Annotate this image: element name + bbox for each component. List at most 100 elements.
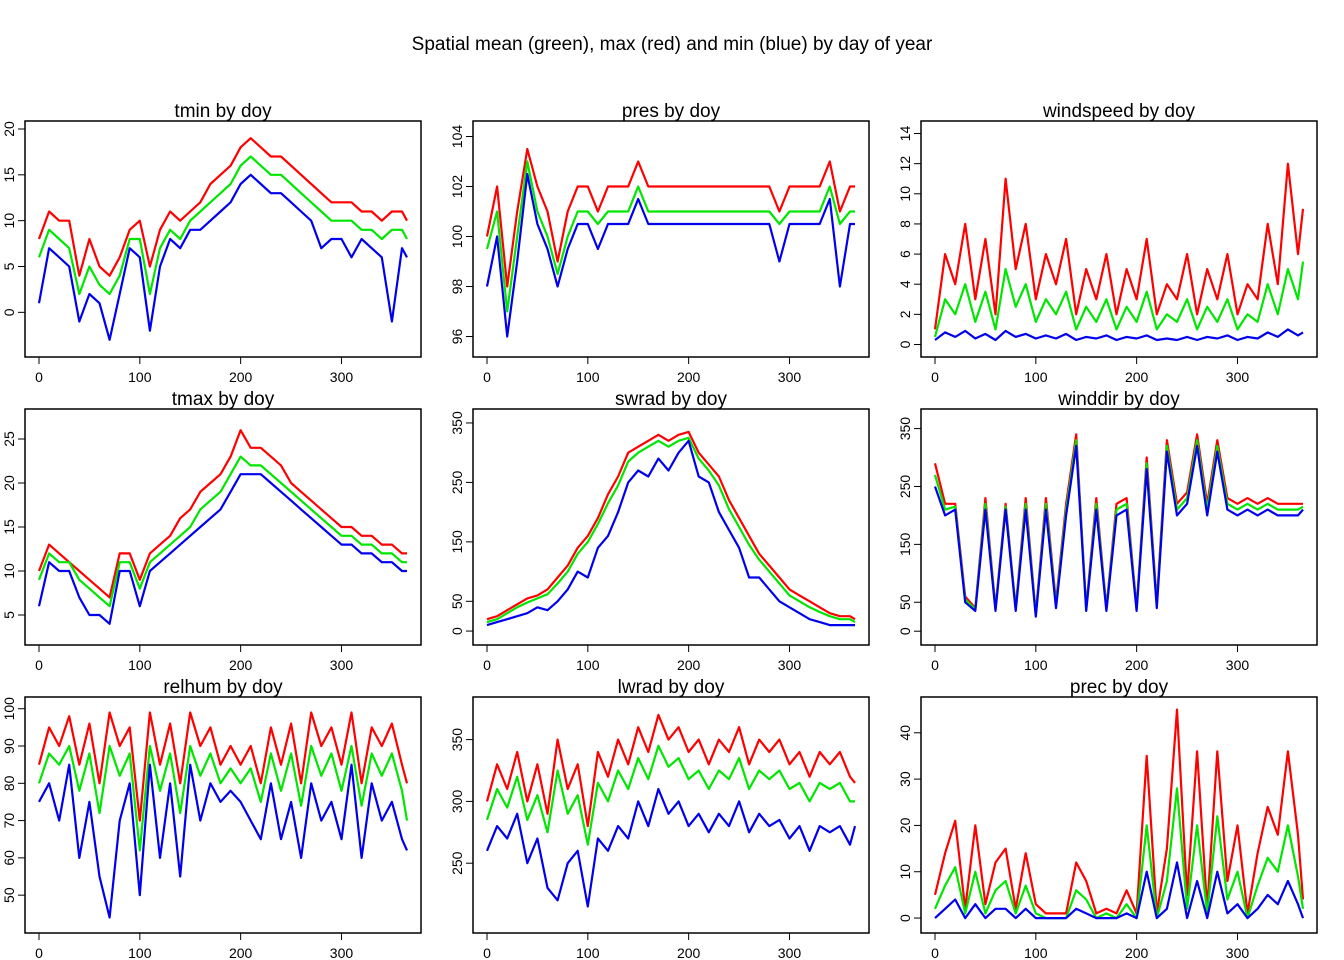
series-line-mean (485, 160, 855, 313)
plot-frame (920, 696, 1318, 934)
y-tick-label: 102 (449, 175, 465, 199)
y-tick-label: 40 (897, 725, 913, 741)
series-line-max (37, 711, 409, 822)
y-tick-label: 250 (897, 475, 913, 499)
y-tick-label: 60 (1, 850, 17, 866)
series-line-min (933, 444, 1304, 618)
y-tick-label: 100 (449, 225, 465, 249)
series-line-min (485, 172, 855, 338)
panel-title: winddir by doy (1057, 389, 1180, 410)
y-tick-label: 350 (449, 411, 465, 435)
panel-6: relhum by doy 0 100 200 300 50 60 70 80 90 100 (1, 677, 422, 960)
x-tick-label: 200 (229, 369, 253, 385)
y-tick-label: 25 (1, 431, 17, 447)
x-tick-label: 300 (1226, 657, 1250, 673)
panel-4: swrad by doy 0 100 200 300 0 50 150 250 350 (449, 389, 870, 673)
y-tick-label: 6 (897, 250, 913, 258)
series-line-min (37, 473, 407, 625)
plot-frame (920, 408, 1318, 646)
panel-title: windspeed by doy (1042, 101, 1196, 122)
panel-8: prec by doy 0 100 200 300 0 10 20 30 40 (897, 677, 1318, 960)
series-line-max (37, 137, 408, 277)
x-tick-label: 0 (35, 369, 43, 385)
y-tick-label: 0 (897, 340, 913, 348)
series-line-max (933, 433, 1303, 615)
panel-title: swrad by doy (615, 389, 727, 410)
x-tick-label: 300 (330, 945, 354, 960)
y-tick-label: 150 (897, 532, 913, 556)
x-tick-label: 100 (128, 657, 152, 673)
y-tick-label: 5 (1, 611, 17, 619)
series-line-mean (37, 155, 408, 296)
x-tick-label: 200 (677, 945, 701, 960)
panel-title: prec by doy (1070, 677, 1169, 698)
y-tick-label: 0 (897, 914, 913, 922)
series-line-max (933, 162, 1305, 330)
y-tick-label: 350 (449, 728, 465, 752)
y-tick-label: 0 (449, 627, 465, 635)
series-line-mean (37, 455, 407, 608)
y-tick-label: 30 (897, 771, 913, 787)
series-line-max (933, 708, 1305, 915)
series-line-max (485, 147, 855, 288)
y-tick-label: 100 (1, 697, 17, 721)
y-tick-label: 70 (1, 813, 17, 829)
x-tick-label: 100 (576, 945, 600, 960)
y-tick-label: 150 (449, 530, 465, 554)
y-tick-label: 0 (897, 627, 913, 635)
x-tick-label: 200 (677, 657, 701, 673)
x-tick-label: 100 (128, 369, 152, 385)
y-tick-label: 4 (897, 280, 913, 288)
y-tick-label: 96 (449, 329, 465, 345)
y-tick-label: 10 (1, 213, 17, 229)
series-line-max (486, 430, 856, 621)
x-tick-label: 100 (1024, 945, 1048, 960)
series-line-min (486, 439, 855, 627)
y-tick-label: 15 (1, 167, 17, 183)
y-tick-label: 5 (1, 262, 17, 270)
y-tick-label: 15 (1, 519, 17, 535)
series-line-max (37, 429, 407, 599)
x-tick-label: 300 (1226, 369, 1250, 385)
x-tick-label: 0 (483, 657, 491, 673)
panel-2: windspeed by doy 0 100 200 300 0 2 4 6 8 10 12 14 (897, 101, 1318, 385)
y-tick-label: 8 (897, 220, 913, 228)
panel-title: relhum by doy (163, 677, 283, 698)
y-tick-label: 350 (897, 417, 913, 441)
y-tick-label: 14 (897, 126, 913, 142)
y-tick-label: 10 (1, 563, 17, 579)
panel-3: tmax by doy 0 100 200 300 5 10 15 20 25 (1, 389, 422, 673)
panel-1: pres by doy 0 100 200 300 96 98 100 102 104 (449, 101, 870, 385)
y-tick-label: 20 (1, 475, 17, 491)
x-tick-label: 0 (35, 945, 43, 960)
series-line-min (485, 787, 857, 908)
x-tick-label: 100 (128, 945, 152, 960)
x-tick-label: 0 (931, 657, 939, 673)
series-line-min (934, 861, 1305, 920)
y-tick-label: 80 (1, 775, 17, 791)
plot-frame (24, 696, 422, 934)
x-tick-label: 200 (1125, 945, 1149, 960)
plot-frame (472, 120, 870, 358)
series-line-mean (933, 439, 1304, 617)
x-tick-label: 100 (576, 657, 600, 673)
plot-frame (24, 408, 422, 646)
panel-5: winddir by doy 0 100 200 300 0 50 150 250 350 (897, 389, 1318, 673)
x-tick-label: 300 (1226, 945, 1250, 960)
x-tick-label: 0 (35, 657, 43, 673)
y-tick-label: 20 (897, 817, 913, 833)
series-line-mean (933, 787, 1305, 920)
x-tick-label: 200 (1125, 369, 1149, 385)
panel-title: pres by doy (622, 101, 721, 122)
series-line-mean (37, 744, 409, 852)
y-tick-label: 0 (1, 308, 17, 316)
x-tick-label: 300 (778, 657, 802, 673)
series-line-min (934, 328, 1304, 342)
y-tick-label: 250 (449, 471, 465, 495)
y-tick-label: 20 (1, 121, 17, 137)
y-tick-label: 50 (449, 593, 465, 609)
x-tick-label: 0 (931, 369, 939, 385)
plot-frame (472, 696, 870, 934)
series-line-max (485, 713, 856, 828)
